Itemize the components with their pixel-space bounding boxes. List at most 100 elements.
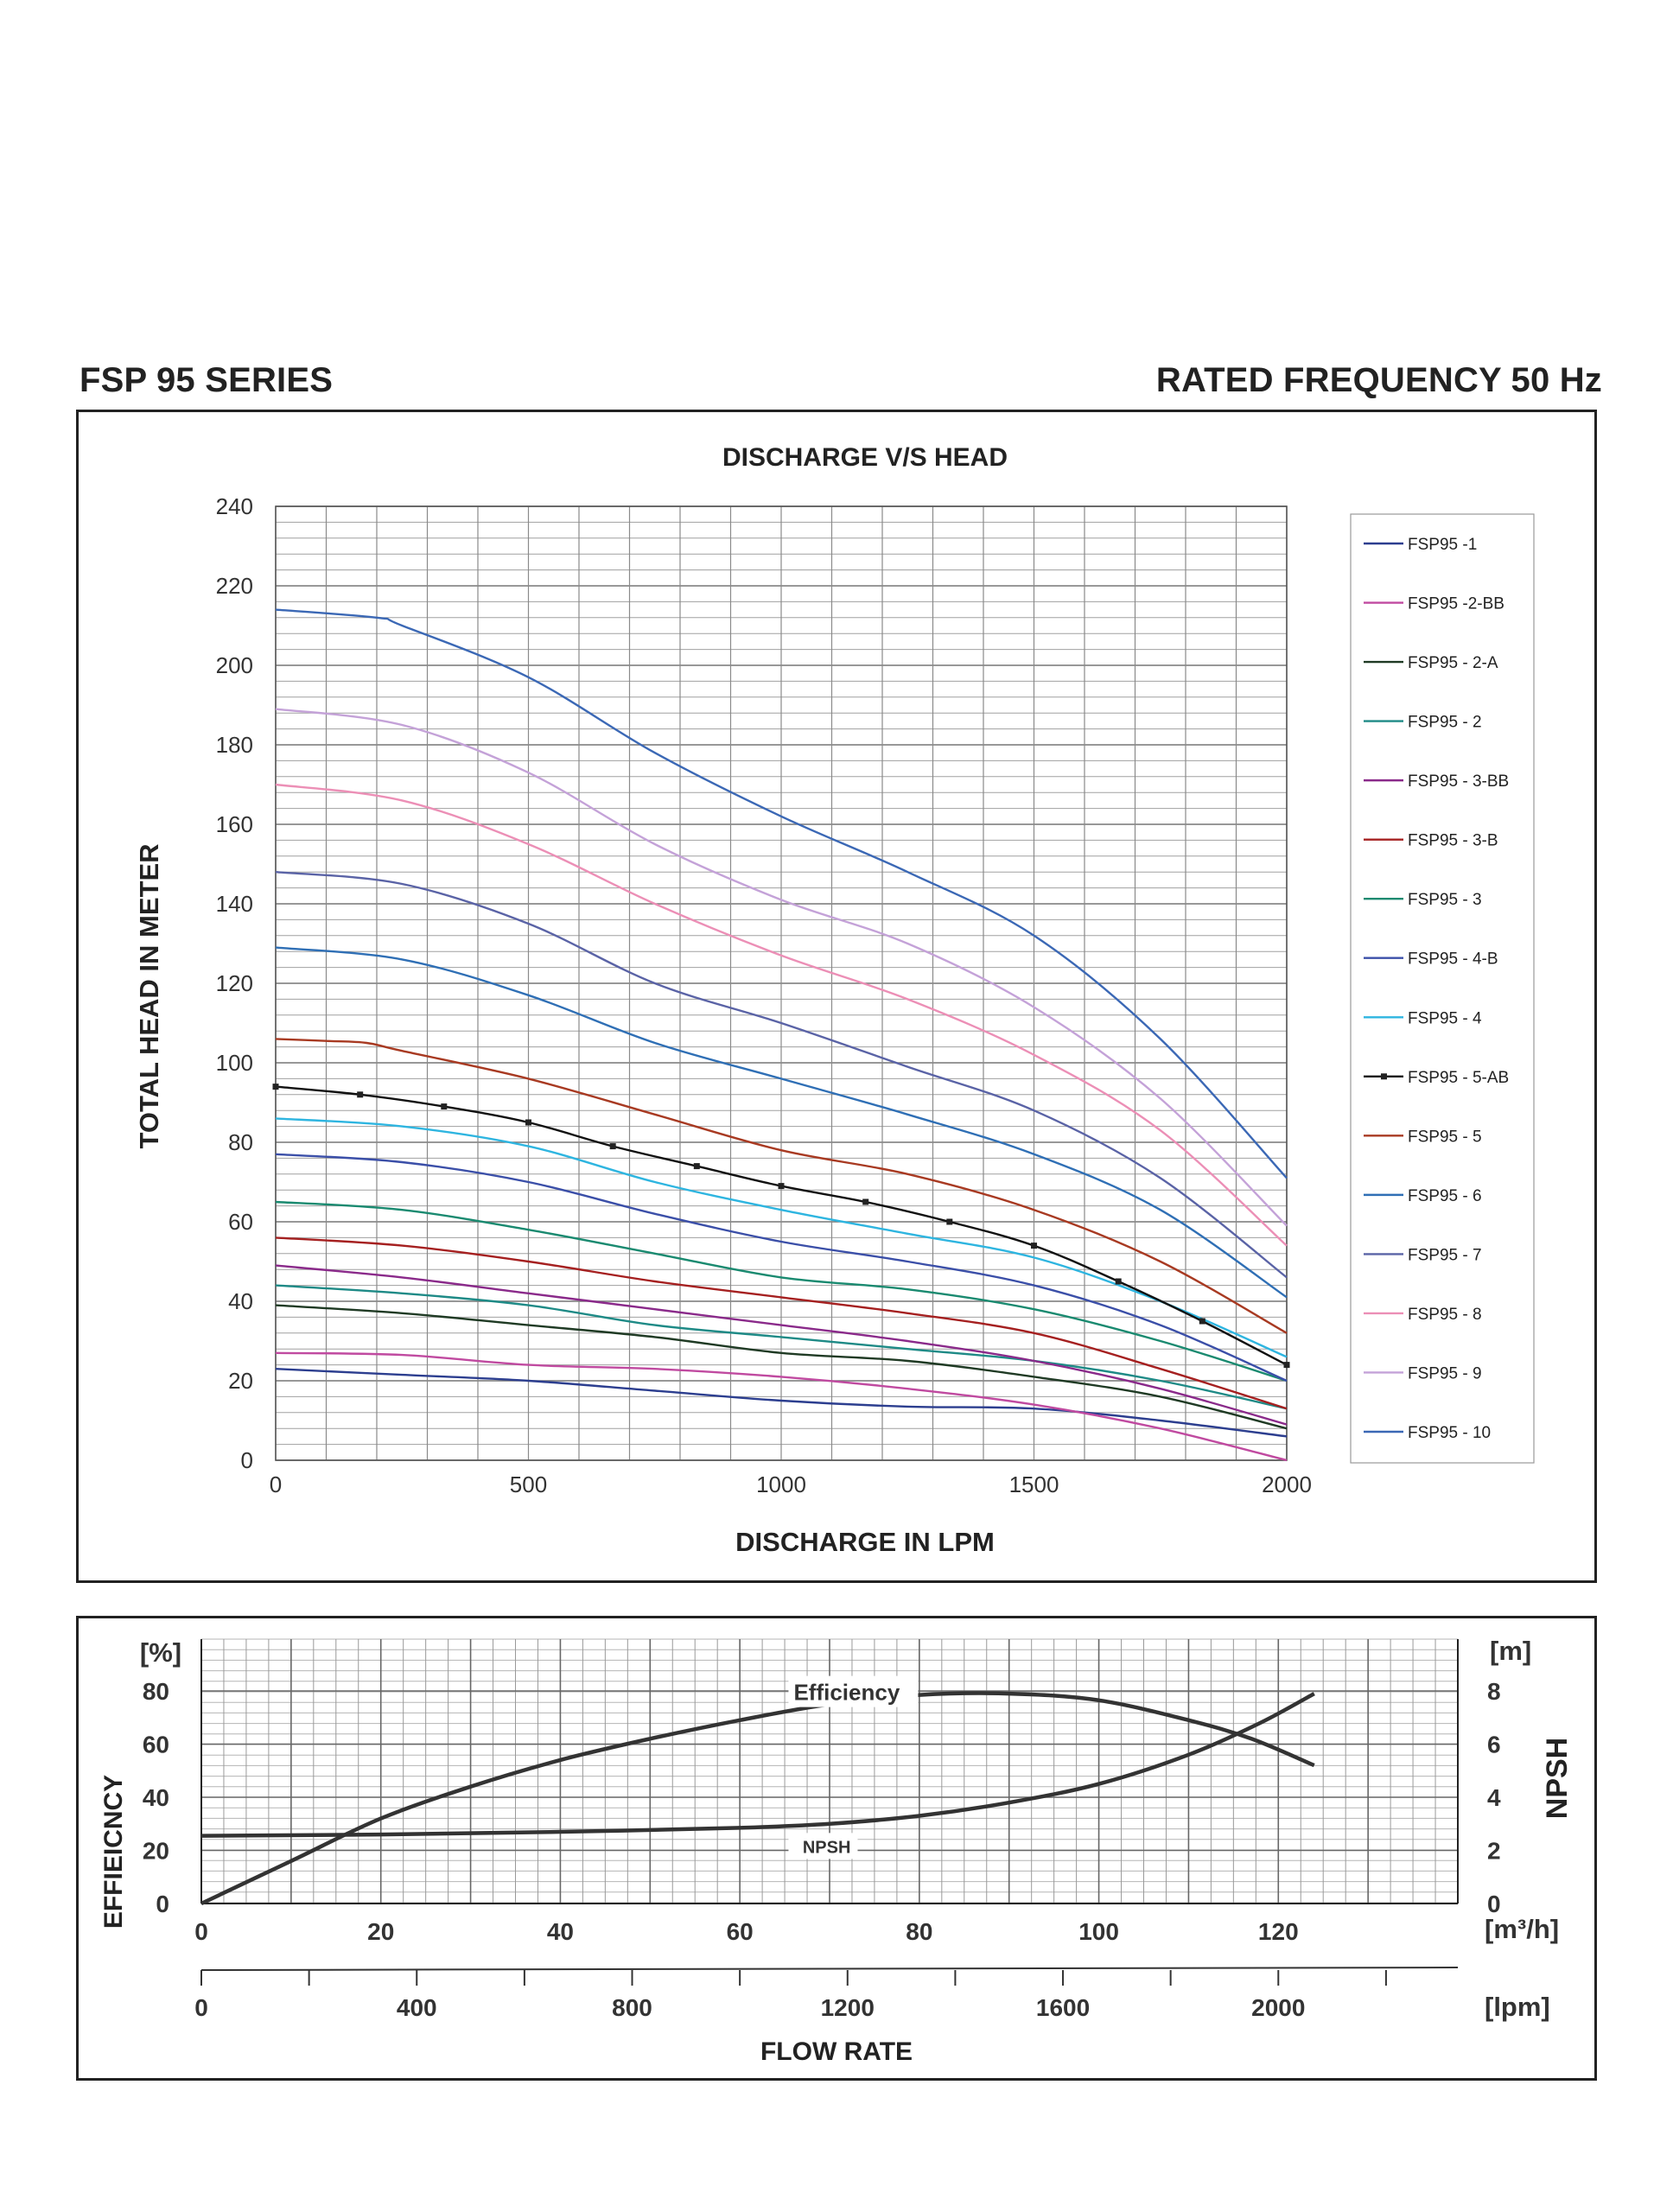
x-tick-label: 1000: [756, 1471, 806, 1497]
y-tick-label: 20: [228, 1368, 253, 1394]
legend-label: FSP95 - 2: [1408, 714, 1482, 732]
series-marker: [609, 1143, 616, 1150]
x-tick-label: 80: [906, 1918, 932, 1945]
series-line: [275, 1153, 1288, 1382]
series-line: [200, 1692, 1315, 1838]
series-line: [275, 1236, 1288, 1410]
efficiency-label-bg: [788, 1675, 919, 1707]
left-tick-label: 20: [143, 1838, 169, 1865]
legend-label: FSP95 - 4-B: [1408, 950, 1498, 969]
x-tick-label: 100: [1078, 1918, 1119, 1945]
legend-label: FSP95 - 7: [1408, 1246, 1482, 1264]
right-axis-label: NPSH: [1541, 1738, 1574, 1819]
series-line: [275, 708, 1288, 1227]
flow-rate-label: FLOW RATE: [760, 2037, 913, 2066]
x-tick-label: 120: [1258, 1918, 1299, 1945]
y-tick-label: 200: [216, 652, 253, 678]
legend-label: FSP95 - 8: [1408, 1306, 1482, 1324]
series-marker: [525, 1119, 531, 1126]
y-tick-label: 240: [216, 493, 253, 519]
legend-label: FSP95 - 10: [1408, 1424, 1491, 1442]
y-tick-label: 120: [216, 970, 253, 996]
y-tick-label: 100: [216, 1050, 253, 1076]
chart-series: Efficiency NPSH: [200, 1675, 1315, 1906]
legend-label: FSP95 -2-BB: [1408, 595, 1504, 613]
x-tick-label: 1500: [1009, 1471, 1059, 1497]
y-axis-label: TOTAL HEAD IN METER: [134, 843, 164, 1148]
series-line: [275, 1117, 1288, 1358]
right-tick-label: 2: [1487, 1838, 1501, 1865]
npsh-curve-label: NPSH: [803, 1838, 851, 1857]
series-line: [275, 946, 1288, 1299]
series-line: [275, 1304, 1288, 1430]
y-tick-label: 0: [241, 1447, 253, 1473]
x-tick-label: 2000: [1262, 1471, 1312, 1497]
series-line: [275, 1038, 1288, 1334]
y-tick-label: 40: [228, 1288, 253, 1314]
x-axis-label: DISCHARGE IN LPM: [735, 1527, 995, 1557]
lpm-tick-label: 1200: [821, 1994, 875, 2021]
legend-label: FSP95 - 2-A: [1408, 654, 1498, 672]
series-marker: [778, 1183, 785, 1190]
legend-box: [1350, 513, 1535, 1464]
head-chart: 0 20 40 60 80 100 120 140 160 180 200 220 240 0 500 100…: [134, 443, 1535, 1557]
legend-marker: [1381, 1073, 1387, 1080]
left-axis-unit: [%]: [140, 1637, 181, 1668]
chart-title: DISCHARGE V/S HEAD: [722, 443, 1008, 472]
lpm-tick-label: 0: [194, 1994, 208, 2021]
chart-series: [272, 608, 1290, 1462]
legend-label: FSP95 - 9: [1408, 1364, 1482, 1382]
efficiency-curve-label: Efficiency: [793, 1680, 900, 1706]
lpm-unit: [lpm]: [1485, 1992, 1550, 2022]
plot-frame: [275, 505, 1288, 1461]
right-tick-label: 6: [1487, 1732, 1501, 1758]
legend-label: FSP95 - 5: [1408, 1128, 1482, 1146]
right-axis-unit: [m]: [1490, 1636, 1531, 1666]
series-marker: [272, 1084, 279, 1090]
left-tick-label: 80: [143, 1678, 169, 1705]
y-tick-label: 60: [228, 1209, 253, 1235]
series-marker: [441, 1103, 448, 1110]
y-tick-label: 180: [216, 732, 253, 758]
chart-grid: [275, 505, 1288, 1461]
right-tick-label: 8: [1487, 1678, 1501, 1705]
series-marker: [1115, 1278, 1122, 1285]
efficiency-npsh-panel: 0 20 40 60 80 0 2 4 6 8 0 20 40 60 80 100 120 0 400 800 1200…: [76, 1616, 1597, 2081]
series-line: [275, 1368, 1288, 1438]
series-marker: [1031, 1243, 1037, 1249]
x-tick-label: 500: [510, 1471, 547, 1497]
series-marker: [357, 1091, 364, 1098]
legend-label: FSP95 - 3: [1408, 891, 1482, 909]
y-tick-label: 140: [216, 891, 253, 917]
lpm-scale: [200, 1967, 1459, 1971]
x-tick-label: 20: [367, 1918, 394, 1945]
lpm-tick-label: 2000: [1251, 1994, 1305, 2021]
series-marker: [1199, 1318, 1205, 1325]
lpm-tick-label: 800: [612, 1994, 652, 2021]
legend-label: FSP95 - 4: [1408, 1009, 1482, 1027]
series-line: [275, 871, 1288, 1279]
series-line: [200, 1691, 1315, 1906]
chart-axes: 0 20 40 60 80 100 120 140 160 180 200 220 240 0 500 100…: [216, 493, 1312, 1497]
chart-legend: FSP95 -1 FSP95 -2-BB FSP95 - 2-A FSP95 - 2 F…: [1350, 513, 1535, 1464]
series-title: FSP 95 SERIES: [80, 361, 334, 399]
series-marker: [693, 1163, 700, 1170]
y-tick-label: 80: [228, 1129, 253, 1155]
legend-label: FSP95 -1: [1408, 536, 1477, 554]
legend-label: FSP95 - 3-B: [1408, 832, 1498, 850]
x-tick-label: 40: [547, 1918, 574, 1945]
series-line: [275, 1200, 1288, 1382]
rated-frequency: RATED FREQUENCY 50 Hz: [1155, 361, 1602, 399]
right-tick-label: 4: [1487, 1784, 1501, 1811]
m3h-unit: [m³/h]: [1485, 1914, 1559, 1944]
legend-label: FSP95 - 3-BB: [1408, 772, 1509, 791]
x-tick-label: 60: [727, 1918, 754, 1945]
series-line: [275, 1284, 1288, 1410]
left-tick-label: 40: [143, 1784, 169, 1811]
lpm-tick-label: 400: [397, 1994, 437, 2021]
npsh-label-bg: [788, 1833, 858, 1859]
left-tick-label: 60: [143, 1732, 169, 1758]
y-tick-label: 160: [216, 811, 253, 837]
